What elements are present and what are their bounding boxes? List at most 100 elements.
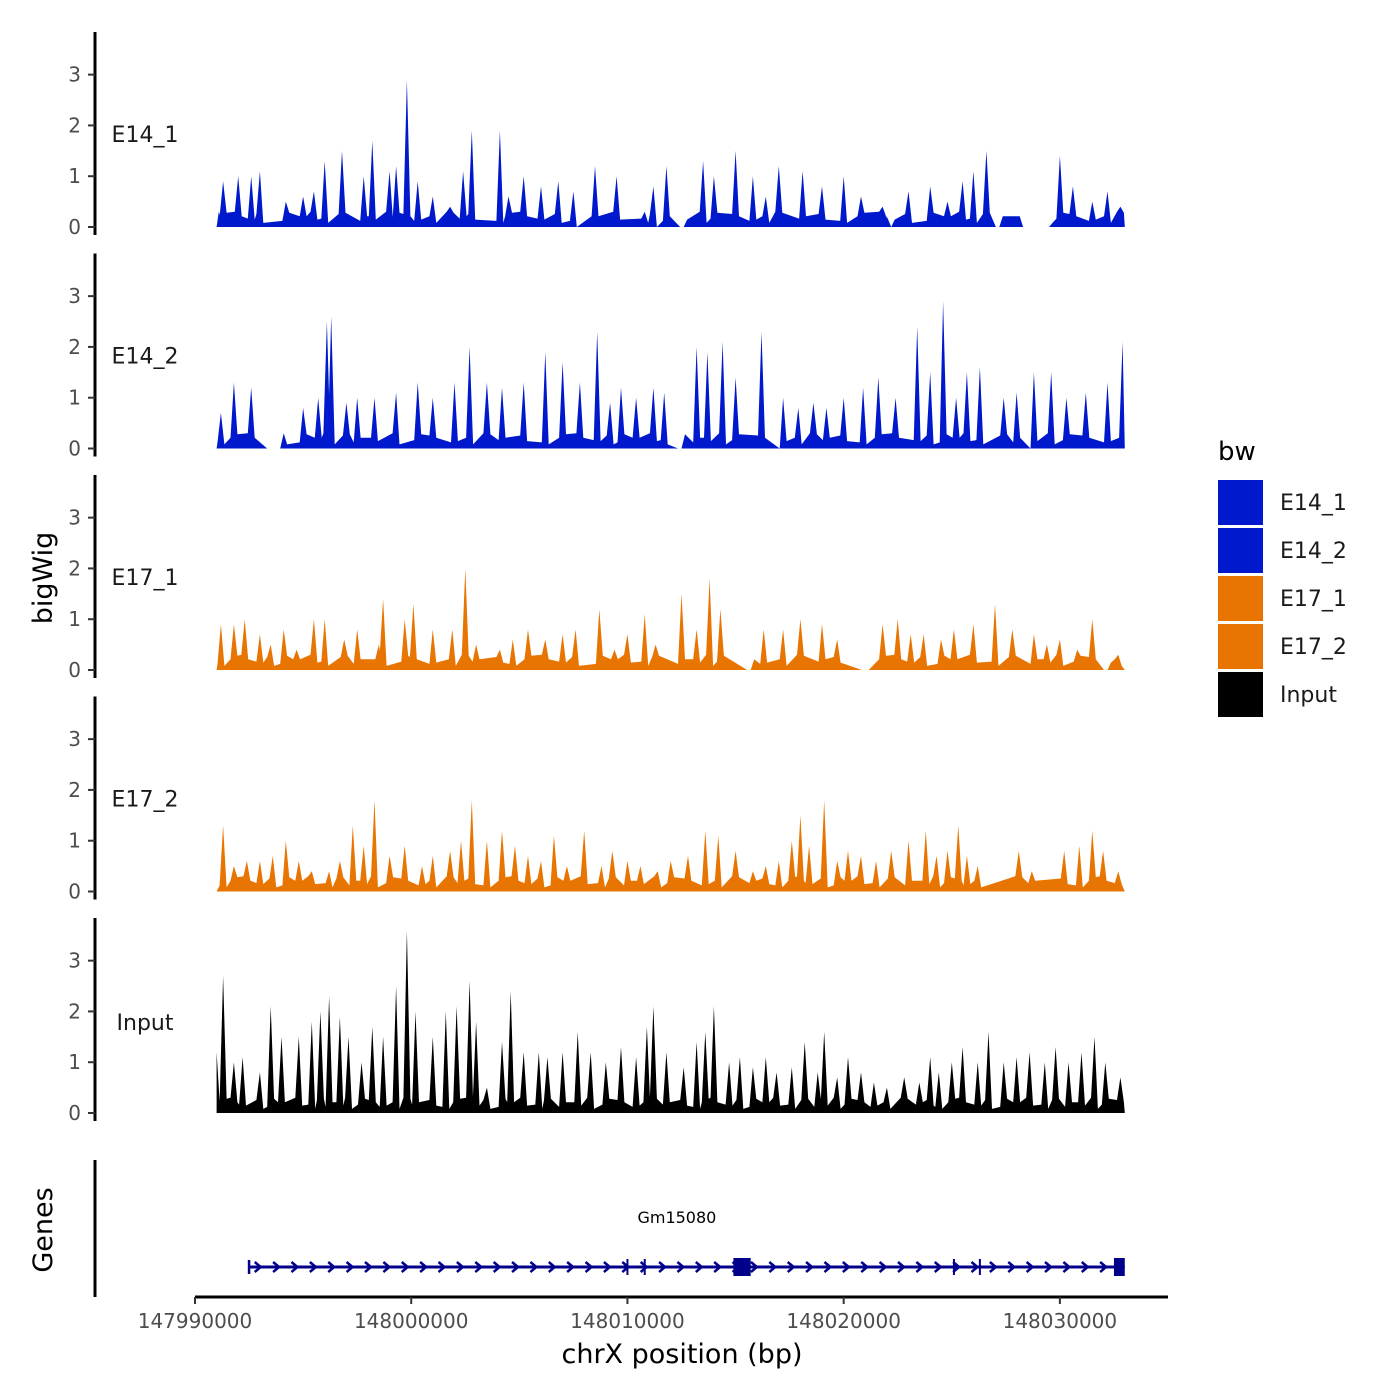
y-tick-label: 0 — [68, 437, 81, 461]
x-tick-label: 148010000 — [570, 1309, 685, 1333]
track-label-E14_1: E14_1 — [112, 123, 179, 148]
genes-track-title: Genes — [28, 1187, 59, 1272]
strand-arrow — [1044, 1261, 1053, 1273]
strand-arrow — [1099, 1261, 1109, 1273]
y-tick-label: 2 — [68, 999, 81, 1023]
strand-arrow — [492, 1261, 502, 1273]
strand-arrow — [786, 1261, 796, 1273]
strand-arrow — [694, 1261, 704, 1273]
track-label-Input: Input — [117, 1011, 174, 1036]
strand-arrow — [970, 1261, 980, 1273]
strand-arrow — [658, 1261, 667, 1273]
strand-arrow — [805, 1261, 815, 1273]
legend-label-E14_1: E14_1 — [1280, 491, 1347, 516]
track-Input: 0 1 2 3 Input — [68, 918, 1125, 1125]
y-tick-label: 1 — [68, 164, 81, 188]
strand-arrow — [474, 1261, 484, 1273]
y-tick-label: 3 — [68, 63, 81, 87]
x-tick-label: 147990000 — [138, 1309, 253, 1333]
strand-arrow — [272, 1261, 282, 1273]
strand-arrow — [382, 1261, 392, 1273]
strand-arrow — [456, 1261, 465, 1273]
y-tick-label: 3 — [68, 727, 81, 751]
legend-swatch-E14_2 — [1218, 528, 1263, 573]
strand-arrow — [989, 1261, 998, 1273]
y-tick-label: 1 — [68, 386, 81, 410]
legend-swatch-E14_1 — [1218, 480, 1263, 525]
coverage-area-E17_2 — [216, 800, 1125, 892]
strand-arrow — [309, 1261, 318, 1273]
exon — [1113, 1258, 1125, 1276]
y-tick-label: 3 — [68, 949, 81, 973]
strand-arrow — [566, 1261, 576, 1273]
legend-label-Input: Input — [1280, 683, 1337, 708]
strand-arrow — [437, 1261, 447, 1273]
legend-swatch-E17_2 — [1218, 624, 1263, 669]
strand-arrow — [419, 1261, 429, 1273]
strand-arrow — [253, 1261, 263, 1273]
strand-arrow — [768, 1261, 778, 1273]
legend-title: bw — [1218, 437, 1256, 467]
x-axis: 147990000 148000000 148010000 148020000 1480… — [138, 1295, 1168, 1333]
track-E14_1: 0 1 2 3 E14_1 — [68, 32, 1125, 239]
strand-arrow — [584, 1261, 594, 1273]
strand-arrow — [511, 1261, 520, 1273]
y-tick-label: 0 — [68, 880, 81, 904]
gene-label: Gm15080 — [637, 1208, 716, 1227]
strand-arrow — [823, 1261, 833, 1273]
track-E17_2: 0 1 2 3 E17_2 — [68, 696, 1125, 904]
strand-arrow — [529, 1261, 539, 1273]
y-tick-label: 3 — [68, 506, 81, 530]
strand-arrow — [547, 1261, 557, 1273]
coverage-area-E14_2 — [216, 301, 1125, 449]
y-tick-label: 1 — [68, 607, 81, 631]
strand-arrow — [603, 1261, 612, 1273]
strand-arrow — [915, 1261, 925, 1273]
y-tick-label: 3 — [68, 284, 81, 308]
coverage-area-Input — [216, 930, 1125, 1113]
track-E17_1: 0 1 2 3 E17_1 — [68, 475, 1125, 682]
strand-arrow — [1007, 1261, 1017, 1273]
legend-swatch-E17_1 — [1218, 576, 1263, 621]
y-tick-label: 2 — [68, 335, 81, 359]
y-axis-title: bigWig — [28, 532, 59, 625]
strand-arrow — [676, 1261, 686, 1273]
strand-arrow — [842, 1261, 851, 1273]
strand-arrow — [897, 1261, 906, 1273]
strand-arrow — [1062, 1261, 1072, 1273]
legend: bw E14_1 E14_2 E17_1 E17_2 Input — [1218, 437, 1347, 717]
strand-arrow — [639, 1261, 649, 1273]
strand-arrow — [1025, 1261, 1035, 1273]
y-tick-label: 0 — [68, 658, 81, 682]
y-tick-label: 2 — [68, 778, 81, 802]
track-label-E17_1: E17_1 — [112, 566, 179, 591]
y-tick-label: 0 — [68, 1101, 81, 1125]
legend-label-E17_2: E17_2 — [1280, 635, 1347, 660]
coverage-area-E17_1 — [216, 568, 1125, 670]
x-tick-label: 148000000 — [354, 1309, 469, 1333]
strand-arrow — [933, 1261, 943, 1273]
y-tick-label: 2 — [68, 113, 81, 137]
strand-arrow — [750, 1261, 759, 1273]
legend-swatch-Input — [1218, 672, 1263, 717]
x-tick-label: 148030000 — [1003, 1309, 1118, 1333]
strand-arrow — [713, 1261, 723, 1273]
strand-arrow — [952, 1261, 962, 1273]
x-tick-label: 148020000 — [786, 1309, 901, 1333]
strand-arrow — [878, 1261, 888, 1273]
strand-arrow — [400, 1261, 410, 1273]
genes-track: Gm15080 — [93, 1160, 1125, 1297]
legend-label-E14_2: E14_2 — [1280, 539, 1347, 564]
exon — [733, 1258, 751, 1276]
y-tick-label: 1 — [68, 829, 81, 853]
strand-arrow — [1080, 1261, 1090, 1273]
legend-label-E17_1: E17_1 — [1280, 587, 1347, 612]
y-tick-label: 0 — [68, 215, 81, 239]
strand-arrow — [860, 1261, 870, 1273]
strand-arrow — [364, 1261, 373, 1273]
track-label-E14_2: E14_2 — [112, 345, 179, 370]
strand-arrow — [327, 1261, 337, 1273]
x-axis-title: chrX position (bp) — [561, 1339, 802, 1370]
coverage-area-E14_1 — [216, 79, 1125, 227]
